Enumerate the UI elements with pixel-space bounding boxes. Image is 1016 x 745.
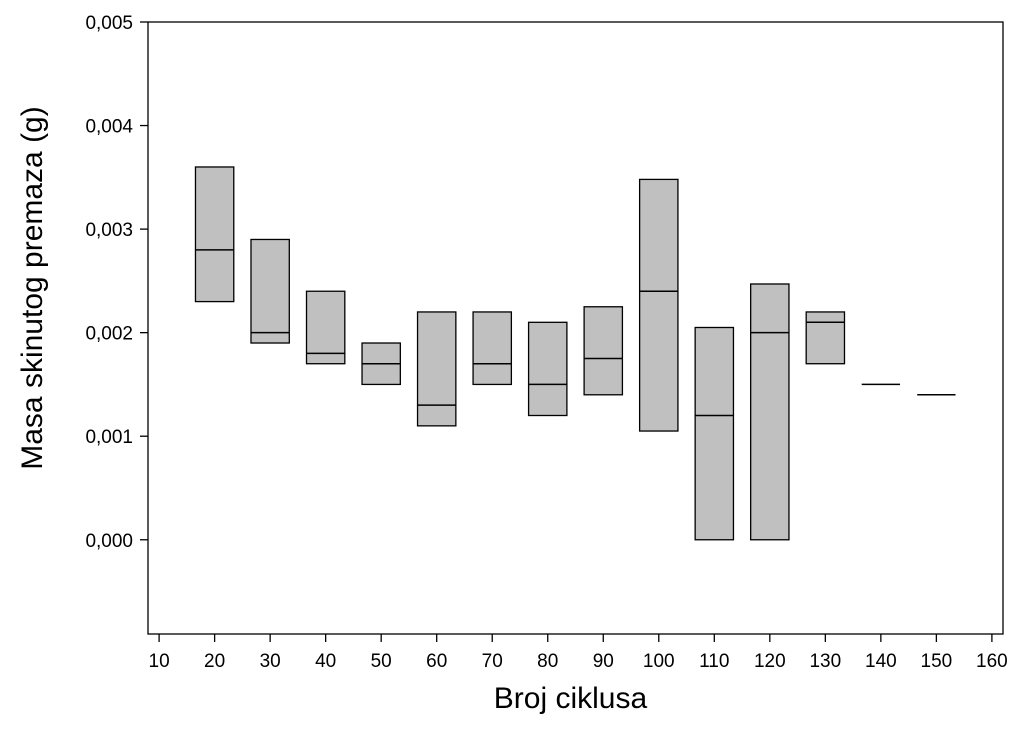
y-tick-label: 0,000 [85, 531, 133, 552]
box-80 [527, 321, 568, 417]
box-rect [750, 283, 790, 541]
x-tick-label: 110 [699, 651, 729, 672]
box-100 [638, 178, 679, 432]
box-40 [305, 290, 346, 365]
box-70 [472, 311, 513, 386]
box-30 [250, 238, 290, 344]
box-120 [750, 283, 790, 541]
y-tick-label: 0,005 [85, 13, 133, 34]
box-50 [361, 342, 401, 386]
y-axis: 0,000 0,001 0,002 0,003 0,004 0,005 [85, 13, 148, 552]
x-tick-label: 60 [426, 651, 447, 672]
x-tick-label: 130 [809, 651, 841, 672]
x-tick-label: 50 [371, 651, 392, 672]
x-tick-label: 40 [315, 651, 336, 672]
box-rect [638, 178, 679, 432]
y-axis-title: Masa skinutog premaza (g) [16, 106, 49, 470]
box-60 [416, 311, 457, 427]
x-tick-label: 20 [204, 651, 225, 672]
x-tick-label: 30 [260, 651, 281, 672]
x-tick-label: 140 [865, 651, 897, 672]
box-110 [694, 326, 735, 541]
box-rect [805, 311, 846, 365]
x-tick-label: 10 [149, 651, 170, 672]
x-tick-label: 160 [976, 651, 1008, 672]
box-rect [250, 238, 290, 344]
x-tick-label: 100 [643, 651, 675, 672]
plot-area [147, 21, 1004, 635]
box-rect [194, 166, 235, 303]
x-axis-title: Broj ciklusa [494, 682, 648, 715]
boxes-layer [194, 166, 956, 541]
y-tick-label: 0,002 [85, 324, 133, 345]
x-tick-label: 120 [754, 651, 786, 672]
x-tick-label: 80 [537, 651, 558, 672]
y-tick-label: 0,001 [85, 427, 133, 448]
y-tick-label: 0,004 [85, 117, 133, 138]
x-axis: 10 20 30 40 50 60 70 80 90 100 110 120 130 140 150 160 [149, 634, 1008, 672]
x-tick-label: 90 [593, 651, 614, 672]
box-rect [527, 321, 568, 417]
box-90 [583, 306, 624, 396]
y-tick-label: 0,003 [85, 220, 133, 241]
plot-border [147, 21, 1004, 635]
box-20 [194, 166, 235, 303]
box-rect [305, 290, 346, 365]
box-rect [416, 311, 457, 427]
box-rect [583, 306, 624, 396]
box-rect [694, 326, 735, 541]
box-rect [472, 311, 513, 386]
x-tick-label: 150 [921, 651, 953, 672]
x-tick-label: 70 [482, 651, 503, 672]
box-130 [805, 311, 846, 365]
